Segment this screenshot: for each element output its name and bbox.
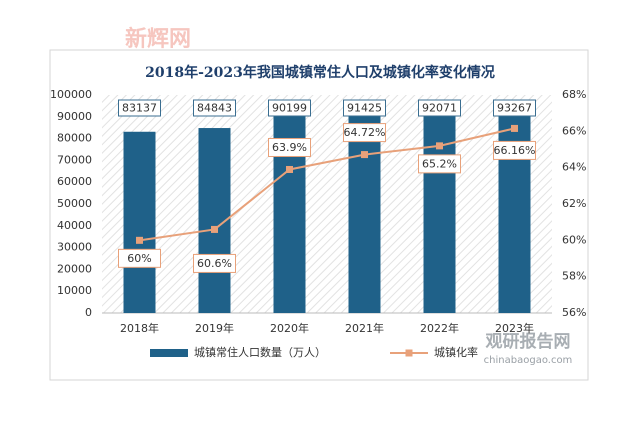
value-label: 92071 [422, 102, 457, 115]
line [139, 127, 515, 242]
y-tick-label: 60000 [57, 175, 92, 188]
y2-tick-label: 58% [562, 270, 586, 283]
chart-title: 2018年-2023年我国城镇常住人口及城镇化率变化情况 [145, 64, 495, 81]
point [436, 142, 443, 150]
x-tick-label: 2021年 [345, 321, 384, 335]
point [211, 225, 218, 233]
value-label: 66.16% [494, 144, 536, 157]
value-label-box [493, 140, 536, 160]
value-label: 91425 [347, 102, 382, 115]
value-label: 93267 [497, 102, 532, 115]
y-tick-label: 70000 [57, 153, 92, 166]
y-tick-label: 20000 [57, 262, 92, 275]
y2-tick-label: 64% [562, 161, 586, 174]
value-label-box [418, 154, 461, 174]
x-tick-label: 2022年 [420, 321, 459, 335]
legend-swatch [150, 349, 188, 357]
value-label-box [268, 99, 311, 117]
value-label: 83137 [122, 102, 157, 115]
point [361, 151, 368, 159]
y-tick-label: 90000 [57, 110, 92, 123]
y2-tick-label: 66% [562, 124, 586, 137]
watermark: 观研报告网 [485, 331, 571, 352]
legend-label: 城镇常住人口数量（万人） [194, 345, 326, 359]
value-label-box [118, 99, 161, 117]
value-label-box [493, 99, 536, 117]
bar [123, 131, 156, 313]
value-label: 63.9% [272, 141, 307, 154]
watermark: chinabaogao.com [484, 355, 573, 366]
value-label-box [268, 137, 311, 157]
y-tick-label: 100000 [50, 88, 92, 101]
y-tick-label: 80000 [57, 132, 92, 145]
value-label-box [193, 99, 236, 117]
y-tick-label: 10000 [57, 284, 92, 297]
value-label-box [418, 99, 461, 117]
x-tick-label: 2023年 [495, 321, 534, 335]
bar [498, 109, 531, 313]
value-label-box [193, 253, 236, 273]
plot-area [102, 95, 552, 313]
point [511, 124, 518, 132]
value-label: 84843 [197, 102, 232, 115]
value-label: 65.2% [422, 157, 457, 170]
point [286, 165, 293, 173]
watermark: 新辉网 [125, 26, 191, 52]
y-tick-label: 0 [85, 306, 92, 319]
y2-tick-label: 60% [562, 233, 586, 246]
legend-swatch [405, 349, 413, 357]
x-tick-label: 2019年 [195, 321, 234, 335]
value-label-box [343, 123, 386, 143]
y-tick-label: 40000 [57, 219, 92, 232]
x-tick-label: 2018年 [120, 321, 159, 335]
value-label-box [118, 248, 161, 268]
y-tick-label: 50000 [57, 197, 92, 210]
point [136, 236, 143, 244]
value-label: 90199 [272, 102, 307, 115]
value-label-box [343, 99, 386, 117]
value-label: 60% [127, 252, 151, 265]
y2-tick-label: 62% [562, 197, 586, 210]
y-tick-label: 30000 [57, 241, 92, 254]
value-label: 64.72% [344, 126, 386, 139]
x-tick-label: 2020年 [270, 321, 309, 335]
y2-tick-label: 56% [562, 306, 586, 319]
y2-tick-label: 68% [562, 88, 586, 101]
value-label: 60.6% [197, 257, 232, 270]
bar [348, 113, 381, 313]
legend-label: 城镇化率 [434, 345, 478, 359]
